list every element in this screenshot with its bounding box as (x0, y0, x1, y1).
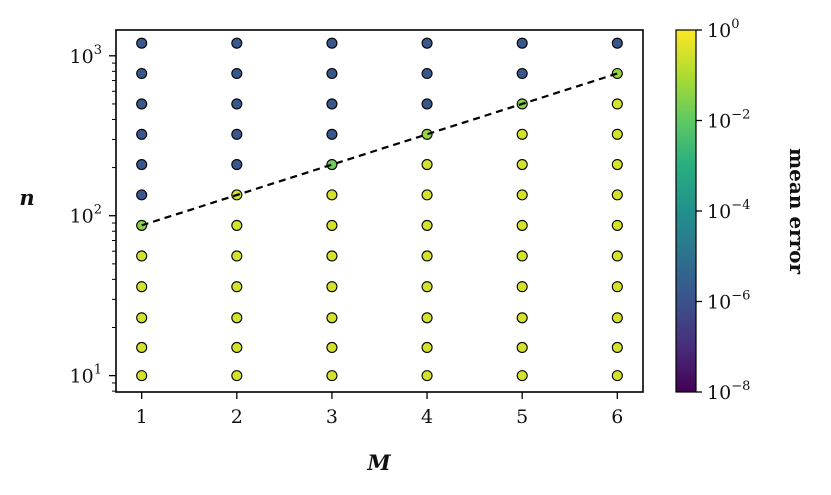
data-point (136, 128, 148, 140)
colorbar-tick-label: 10−4 (707, 198, 750, 223)
data-point (326, 341, 338, 354)
data-points (136, 37, 623, 382)
plot-frame (115, 29, 644, 393)
data-point (136, 370, 148, 382)
data-point (611, 128, 623, 140)
x-tick-label: 4 (421, 406, 433, 428)
y-tick-label: 103 (70, 43, 102, 68)
data-point (421, 189, 433, 201)
data-point (136, 158, 148, 171)
data-point (326, 312, 338, 324)
colorbar-tick-label: 100 (707, 17, 739, 42)
data-point (231, 128, 243, 140)
data-point (516, 281, 528, 293)
data-point (231, 250, 243, 262)
data-point (516, 219, 528, 231)
data-point (326, 189, 338, 201)
data-point (231, 67, 243, 80)
data-point (231, 37, 243, 49)
data-point (516, 341, 528, 354)
x-axis-title: M (366, 450, 391, 475)
data-point (136, 312, 148, 324)
data-point (421, 281, 433, 293)
colorbar-ticks: 100 10−2 10−4 10−6 10−8 (696, 17, 750, 404)
data-point (231, 219, 243, 231)
data-point (611, 219, 623, 231)
data-point (136, 67, 148, 80)
data-point (516, 37, 528, 49)
data-point (326, 67, 338, 80)
y-tick-label: 101 (70, 363, 102, 388)
data-point (611, 189, 623, 201)
data-point (516, 67, 528, 80)
data-point (516, 312, 528, 324)
data-point (421, 219, 433, 231)
y-axis: 101 102 103 (70, 43, 116, 392)
data-point (326, 158, 338, 171)
data-point (421, 250, 433, 262)
y-axis-title: n (19, 185, 34, 210)
colorbar-title: mean error (785, 148, 809, 274)
data-point (516, 128, 528, 140)
data-point (516, 370, 528, 382)
colorbar-tick-label: 10−8 (707, 379, 750, 404)
data-point (231, 98, 243, 110)
data-point (136, 189, 148, 201)
data-point (136, 37, 148, 49)
data-point (611, 98, 623, 110)
data-point (326, 98, 338, 110)
data-point (516, 250, 528, 262)
x-tick-label: 2 (231, 406, 243, 428)
data-point (611, 281, 623, 293)
data-point (611, 370, 623, 382)
data-point (326, 370, 338, 382)
data-point (611, 341, 623, 354)
colorbar-tick-label: 10−2 (707, 108, 750, 133)
data-point (231, 370, 243, 382)
colorbar-tick-label: 10−6 (707, 289, 750, 314)
data-point (326, 281, 338, 293)
data-point (421, 370, 433, 382)
data-point (231, 341, 243, 354)
data-point (136, 250, 148, 262)
data-point (421, 158, 433, 171)
x-tick-label: 1 (136, 406, 148, 428)
data-point (136, 341, 148, 354)
data-point (421, 98, 433, 110)
data-point (136, 281, 148, 293)
x-tick-label: 6 (611, 406, 623, 428)
colorbar-gradient (675, 29, 697, 393)
data-point (231, 281, 243, 293)
data-point (326, 37, 338, 49)
data-point (611, 312, 623, 324)
data-point (421, 128, 433, 140)
data-point (421, 37, 433, 49)
data-point (136, 98, 148, 110)
data-point (421, 67, 433, 80)
data-point (326, 250, 338, 262)
x-tick-label: 3 (326, 406, 338, 428)
x-axis: 1 2 3 4 5 6 (136, 392, 623, 428)
colorbar: 100 10−2 10−4 10−6 10−8 mean error (675, 17, 809, 404)
data-point (326, 128, 338, 140)
data-point (231, 312, 243, 324)
data-point (421, 341, 433, 354)
data-point (231, 158, 243, 171)
data-point (516, 158, 528, 171)
data-point (421, 312, 433, 324)
x-tick-label: 5 (516, 406, 528, 428)
data-point (326, 219, 338, 231)
data-point (611, 250, 623, 262)
trend-line-layer (141, 72, 618, 227)
y-tick-label: 102 (70, 203, 102, 228)
data-point (611, 158, 623, 171)
data-point (611, 67, 623, 80)
data-point (611, 37, 623, 49)
trend-line (141, 72, 618, 227)
data-point (516, 189, 528, 201)
